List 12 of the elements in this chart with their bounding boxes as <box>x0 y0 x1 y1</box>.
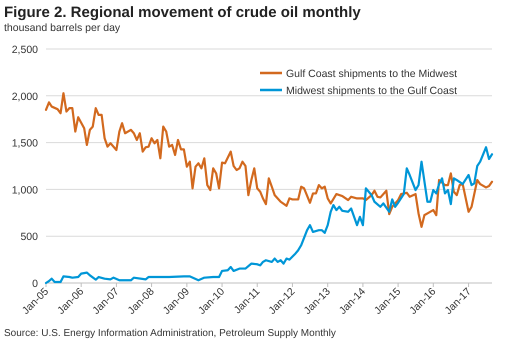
line-series <box>44 146 494 284</box>
y-tick-label: 2,500 <box>12 44 38 56</box>
chart-subtitle: thousand barrels per day <box>4 22 121 34</box>
legend-label: Gulf Coast shipments to the Midwest <box>286 68 458 80</box>
y-tick-label: 1,000 <box>12 184 38 196</box>
y-tick-label: 1,500 <box>12 138 38 150</box>
y-tick-label: 500 <box>20 231 38 244</box>
y-tick-label: 2,000 <box>12 90 38 103</box>
source-note: Source: U.S. Energy Information Administration, Petroleum Supply Monthly <box>4 328 336 339</box>
y-tick-label: 0 <box>32 278 38 290</box>
chart-title: Figure 2. Regional movement of crude oil monthly <box>4 4 362 21</box>
legend-label: Midwest shipments to the Gulf Coast <box>286 85 458 97</box>
